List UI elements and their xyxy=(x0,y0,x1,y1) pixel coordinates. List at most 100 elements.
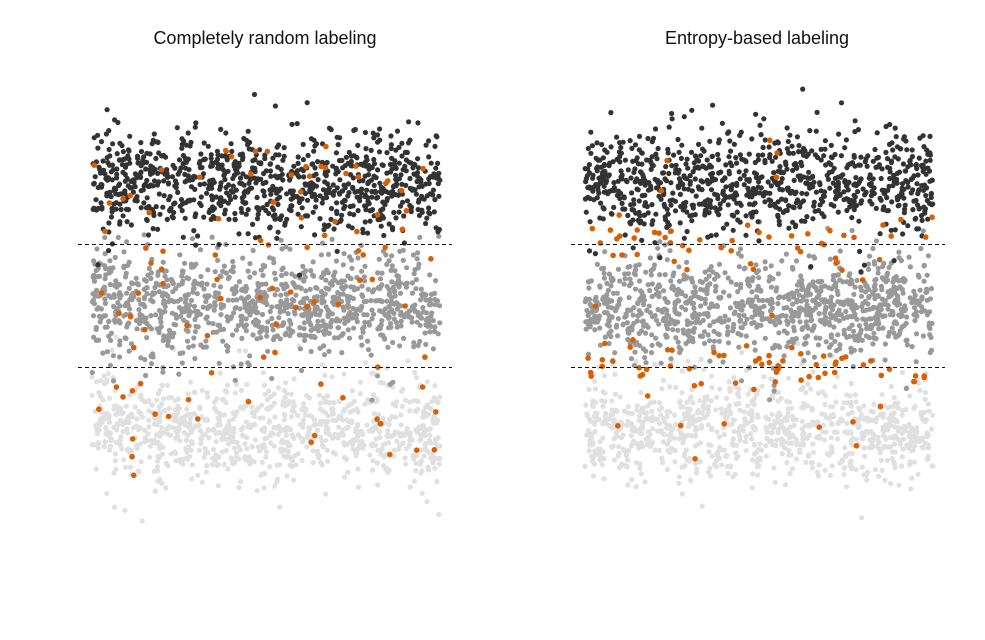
data-point-bottom xyxy=(860,431,866,438)
data-point-bottom xyxy=(676,480,682,486)
data-point-top xyxy=(416,212,423,219)
data-point-bottom xyxy=(867,437,873,443)
data-point-middle xyxy=(386,325,392,331)
data-point-middle xyxy=(601,270,607,276)
data-point-middle xyxy=(178,296,184,302)
data-point-top xyxy=(282,220,288,226)
data-point-top xyxy=(423,220,429,227)
data-point-middle xyxy=(384,298,390,304)
data-point-bottom xyxy=(676,474,682,480)
data-point-bottom xyxy=(155,390,161,397)
data-point-bottom xyxy=(436,511,442,518)
data-point-middle xyxy=(158,311,164,317)
data-point-middle xyxy=(664,334,670,340)
data-point-middle xyxy=(230,364,236,370)
data-point-middle xyxy=(683,340,689,347)
data-point-middle xyxy=(711,328,717,334)
data-point-top xyxy=(213,194,219,200)
data-point-middle xyxy=(387,320,394,327)
data-point-bottom xyxy=(753,449,760,455)
labeled-point xyxy=(374,416,380,422)
data-point-bottom xyxy=(205,394,211,400)
data-point-middle xyxy=(163,268,169,274)
data-point-middle xyxy=(880,325,886,331)
data-point-middle xyxy=(866,253,873,259)
data-point-bottom xyxy=(101,444,107,450)
data-point-middle xyxy=(318,289,324,295)
data-point-bottom xyxy=(711,462,718,468)
data-point-bottom xyxy=(341,371,347,377)
data-point-middle xyxy=(265,319,271,325)
data-point-top xyxy=(124,219,130,225)
labeled-point xyxy=(245,398,252,405)
data-point-bottom xyxy=(125,430,131,436)
data-point-bottom xyxy=(391,447,397,453)
data-point-middle xyxy=(92,293,98,299)
data-point-middle xyxy=(711,319,717,325)
data-point-middle xyxy=(594,261,601,267)
data-point-top xyxy=(206,182,212,188)
data-point-bottom xyxy=(321,395,327,401)
data-point-top xyxy=(365,230,371,236)
data-point-top xyxy=(144,216,150,223)
data-point-top xyxy=(746,151,752,157)
labeled-point xyxy=(399,226,406,233)
data-point-middle xyxy=(369,307,375,313)
data-point-bottom xyxy=(385,427,391,434)
data-point-bottom xyxy=(267,464,273,470)
data-point-middle xyxy=(318,252,324,258)
data-point-bottom xyxy=(112,458,118,464)
data-point-top xyxy=(374,132,381,138)
data-point-bottom xyxy=(799,426,805,432)
data-point-middle xyxy=(835,332,841,338)
data-point-middle xyxy=(233,283,239,290)
data-point-bottom xyxy=(597,457,603,463)
data-point-middle xyxy=(345,299,351,305)
data-point-bottom xyxy=(307,413,314,419)
data-point-middle xyxy=(600,296,606,302)
data-point-middle xyxy=(406,314,412,320)
labeled-point xyxy=(403,208,410,214)
data-point-middle xyxy=(752,347,758,353)
data-point-bottom xyxy=(864,477,870,483)
data-point-bottom xyxy=(592,378,598,385)
data-point-bottom xyxy=(861,403,867,409)
data-point-middle xyxy=(821,310,828,316)
data-point-bottom xyxy=(891,394,897,401)
data-point-middle xyxy=(792,309,799,315)
data-point-middle xyxy=(776,330,782,336)
data-point-middle xyxy=(601,275,608,281)
data-point-bottom xyxy=(668,427,674,434)
labeled-point xyxy=(428,255,434,262)
data-point-middle xyxy=(904,337,910,343)
data-point-middle xyxy=(90,313,97,319)
data-point-middle xyxy=(791,328,797,334)
data-point-middle xyxy=(110,353,116,359)
data-point-bottom xyxy=(922,389,929,396)
data-point-middle xyxy=(166,327,172,333)
data-point-bottom xyxy=(672,412,678,418)
data-point-middle xyxy=(735,289,741,295)
data-point-top xyxy=(375,167,381,173)
data-point-bottom xyxy=(275,476,281,482)
labeled-point xyxy=(146,209,152,216)
data-point-top xyxy=(198,151,204,157)
data-point-bottom xyxy=(422,410,429,416)
data-point-bottom xyxy=(425,464,431,470)
data-point-middle xyxy=(852,313,858,319)
data-point-bottom xyxy=(583,402,589,408)
data-point-top xyxy=(798,218,805,224)
data-point-middle xyxy=(835,291,841,297)
data-point-bottom xyxy=(735,390,741,396)
data-point-middle xyxy=(327,324,334,330)
data-point-middle xyxy=(803,319,809,325)
data-point-middle xyxy=(794,288,800,294)
data-point-middle xyxy=(183,327,189,333)
data-point-bottom xyxy=(201,454,207,460)
data-point-middle xyxy=(260,272,266,278)
data-point-top xyxy=(693,193,699,199)
data-point-bottom xyxy=(142,399,148,405)
data-point-bottom xyxy=(614,433,620,439)
data-point-middle xyxy=(736,344,742,350)
data-point-bottom xyxy=(652,362,658,368)
